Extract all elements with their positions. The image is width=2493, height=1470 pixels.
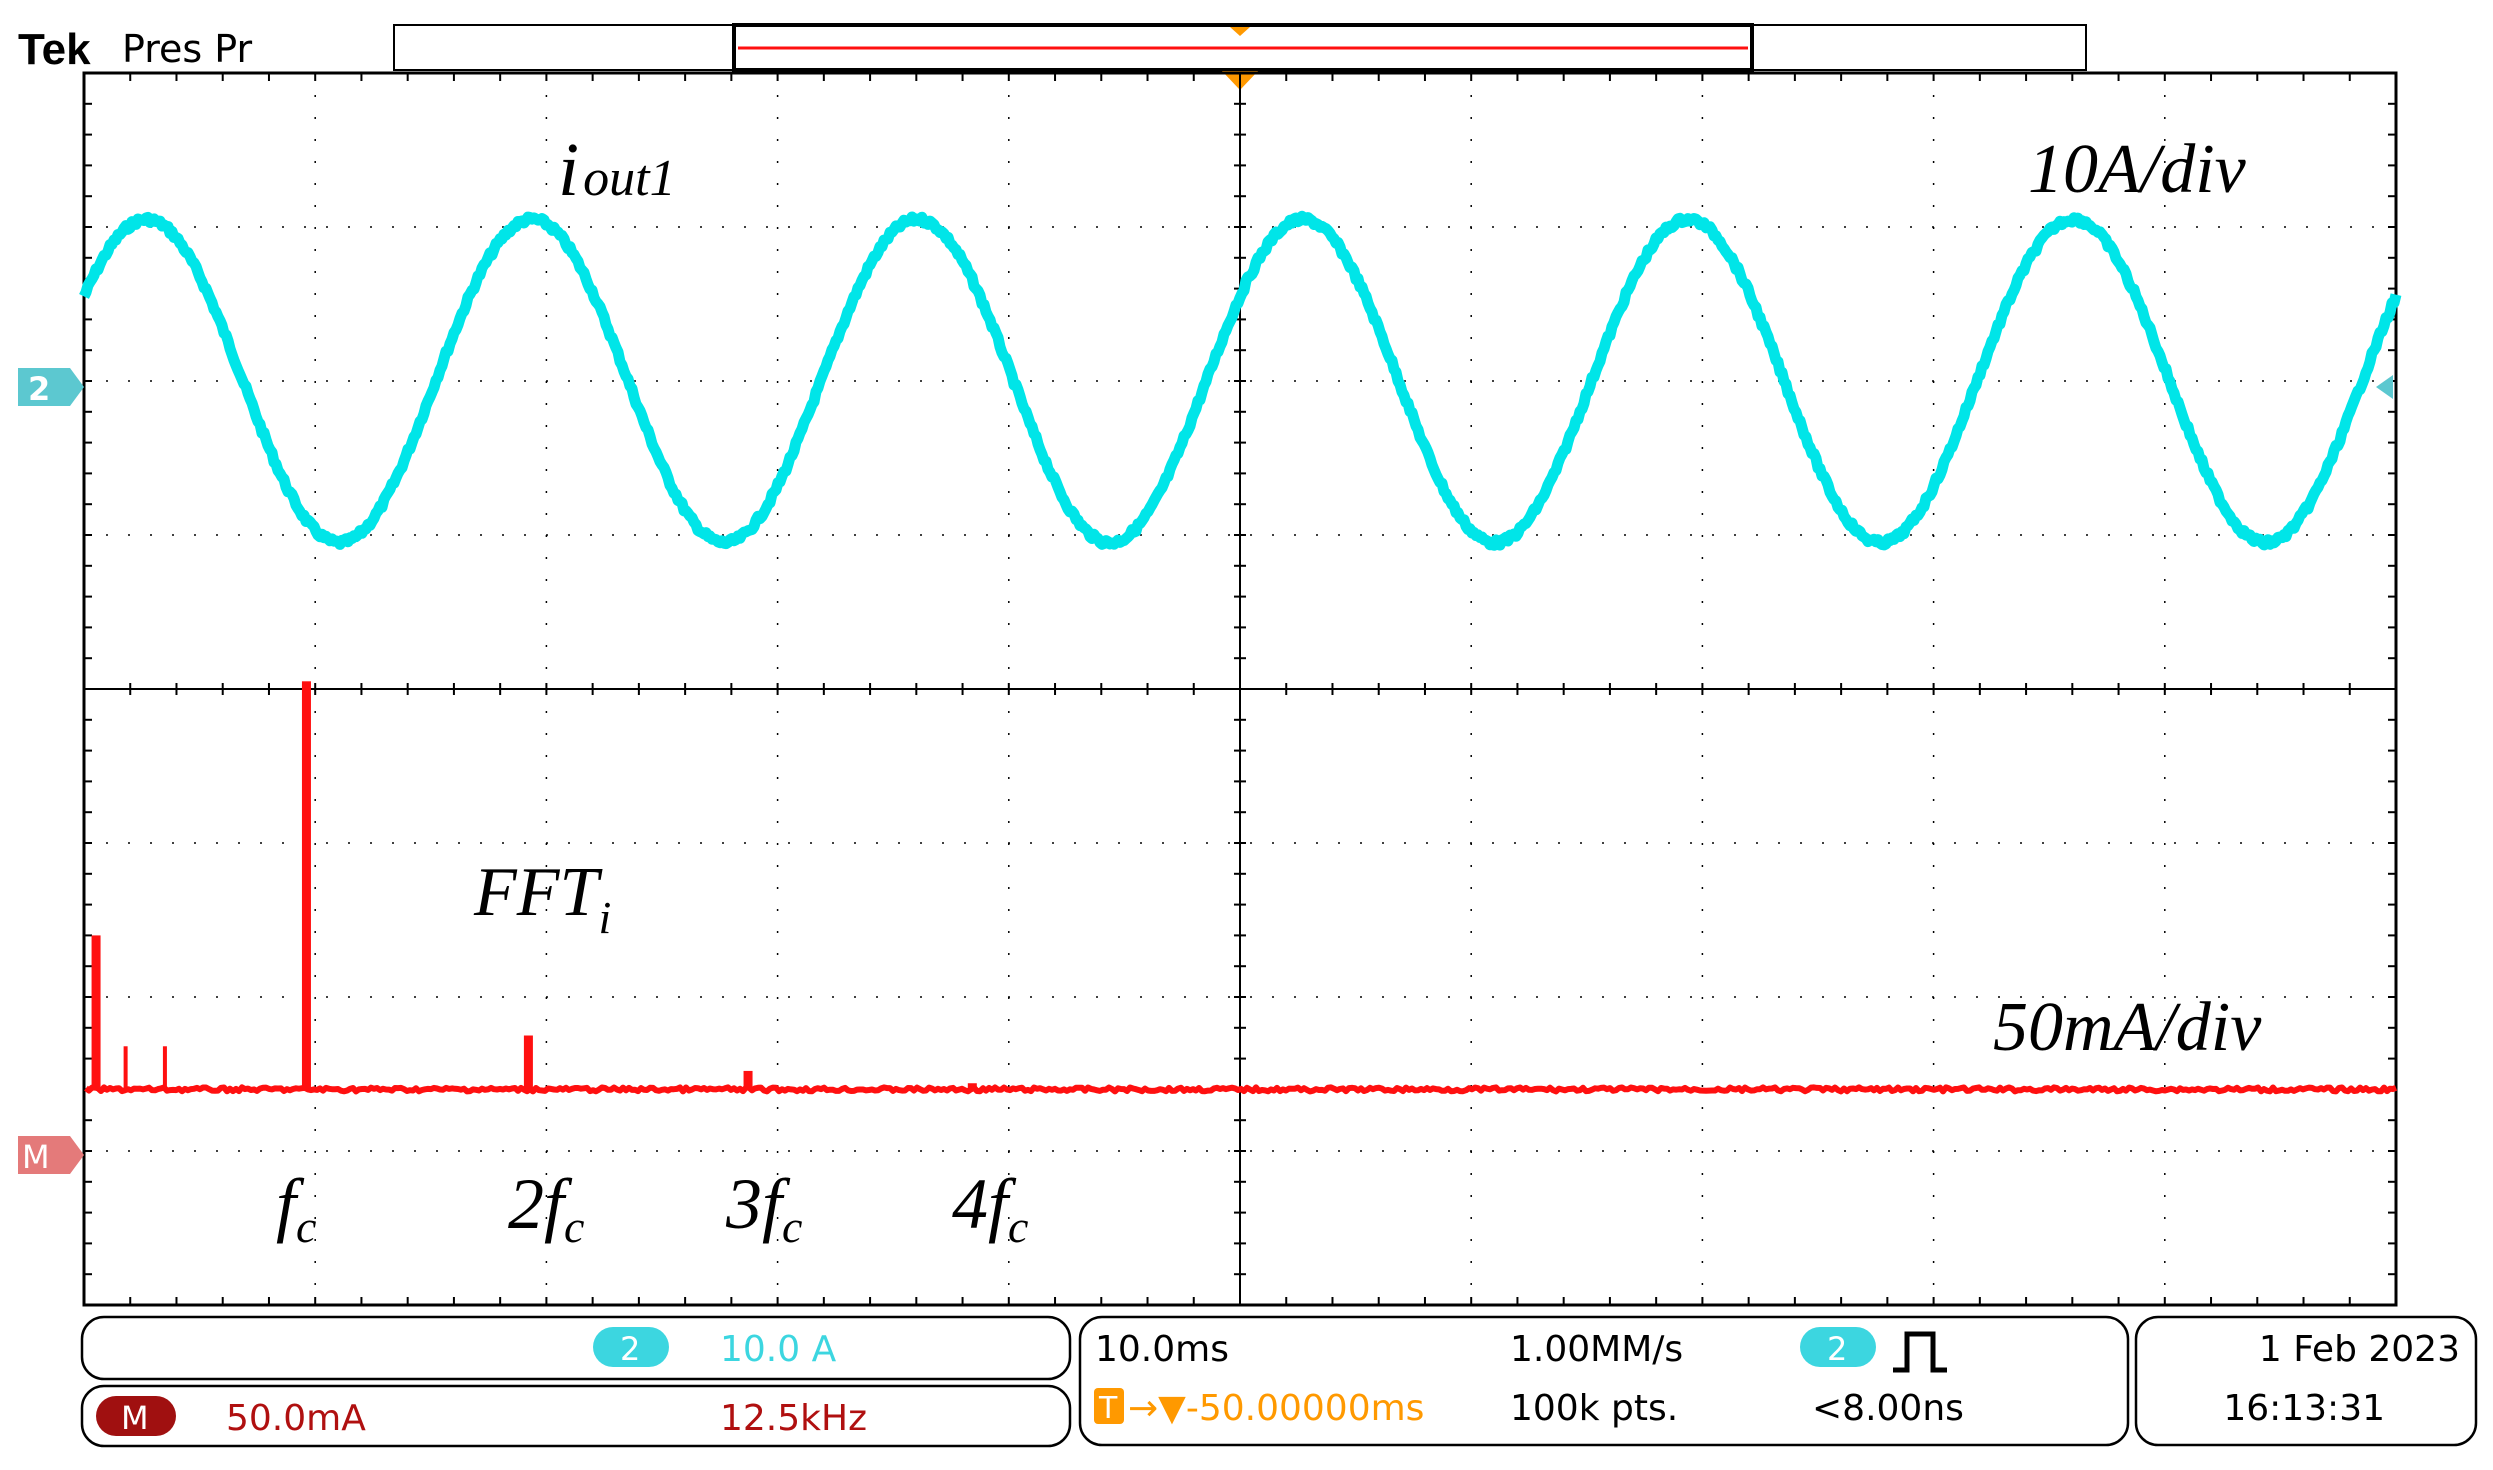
fft-peak-low [91,935,101,1090]
fft-peak-4fc [967,1083,977,1090]
trigger-width-readout: <8.00ns [1812,1388,1964,1429]
time-readout: 16:13:31 [2223,1388,2385,1429]
fft-label: FFTi [473,854,611,943]
fft-peak-fc [301,681,311,1090]
timebase-readout: 10.0ms [1095,1329,1229,1370]
trigger-source-badge: 2 [1827,1330,1847,1368]
svg-text:M: M [22,1138,50,1176]
record-length-readout: 100k pts. [1510,1388,1678,1429]
fft-spectrum-trace [84,1084,2398,1095]
harmonic-label-4: 4fc [952,1164,1028,1252]
ch2-badge: 2 [620,1330,640,1368]
ch2-label: iout1 [558,128,676,212]
date-readout: 1 Feb 2023 [2259,1329,2460,1370]
ch2-right-edge-marker [2376,375,2393,399]
pulse-trigger-icon [1893,1331,1947,1373]
fft-peak-2fc [523,1035,533,1090]
math-badge: M [121,1399,149,1437]
ch2-scale-label: 10A/div [2028,131,2247,208]
chart-ch2-trace [79,210,2402,551]
math-ground-marker[interactable]: M [18,1136,84,1176]
fft-low-spur [123,1046,128,1090]
brand-logo: Tek [18,25,91,74]
harmonic-label-3: 3fc [725,1164,802,1252]
ch2-ground-marker[interactable]: 2 [18,368,84,408]
datetime-panel: 1 Feb 2023 16:13:31 [2134,1315,2478,1447]
graticule [82,71,2398,1307]
harmonic-label-2: 2fc [508,1164,584,1252]
ch2-waveform [79,210,2402,551]
math-span-readout: 12.5kHz [720,1398,867,1439]
trigger-delay-readout: →▼-50.00000ms [1128,1388,1424,1429]
acquisition-readout-panel[interactable]: 10.0ms 1.00MM/s 2 T →▼-50.00000ms 100k p… [1078,1315,2130,1447]
math-scale-readout: 50.0mA [226,1398,366,1439]
acquisition-mode: Pres Pr [122,27,253,71]
ch2-scale-readout: 10.0 A [720,1329,837,1370]
sample-rate-readout: 1.00MM/s [1510,1329,1683,1370]
channel-readout-panel[interactable]: 2 10.0 A M 50.0mA 12.5kHz [80,1315,1072,1448]
fft-peak-3fc [743,1070,753,1090]
trigger-icon: T [1098,1391,1118,1426]
svg-text:2: 2 [28,370,50,408]
record-overview-bar[interactable] [393,23,2087,72]
fft-scale-label: 50mA/div [1993,989,2262,1066]
overview-trigger-icon [1230,27,1250,36]
chart-fft-trace [84,681,2398,1095]
harmonic-label-1: fc [276,1164,316,1252]
fft-low-spur [162,1046,167,1090]
